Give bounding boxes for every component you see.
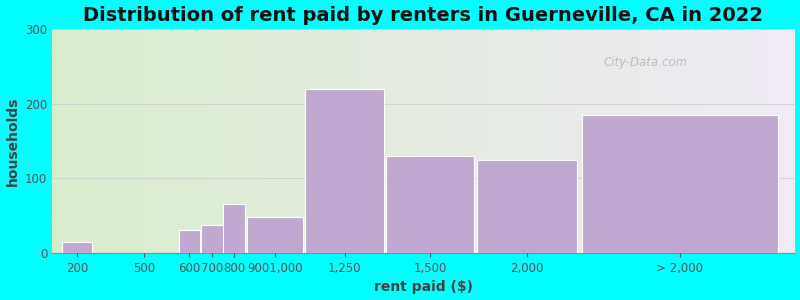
X-axis label: rent paid ($): rent paid ($) [374, 280, 473, 294]
Bar [178, 230, 200, 253]
Text: City-Data.com: City-Data.com [604, 56, 688, 69]
Bar [62, 242, 92, 253]
Bar [306, 88, 384, 253]
Bar [386, 156, 474, 253]
Y-axis label: households: households [6, 96, 19, 186]
Bar [223, 204, 246, 253]
Title: Distribution of rent paid by renters in Guerneville, CA in 2022: Distribution of rent paid by renters in … [83, 6, 763, 25]
Bar [477, 160, 577, 253]
Bar [582, 115, 778, 253]
Bar [201, 225, 223, 253]
Bar [246, 217, 303, 253]
